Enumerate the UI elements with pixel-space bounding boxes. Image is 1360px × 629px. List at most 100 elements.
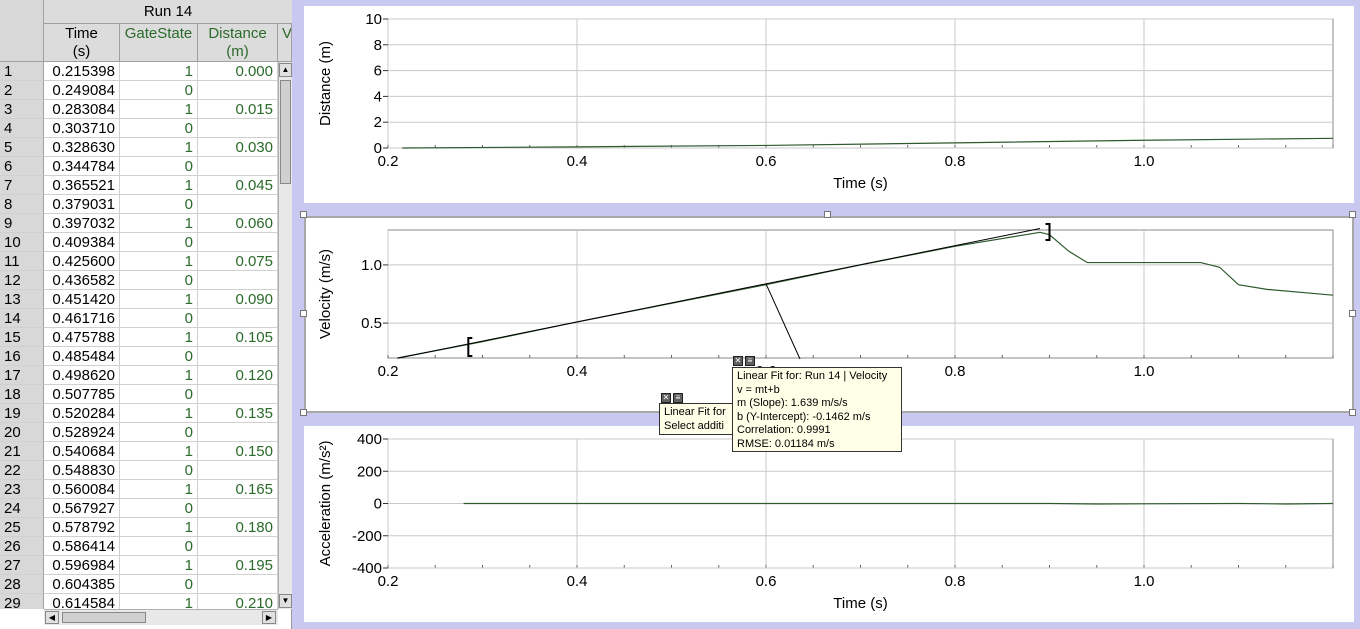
cell-time[interactable]: 0.578792 [44, 518, 120, 537]
cell-time[interactable]: 0.249084 [44, 81, 120, 100]
cell-time[interactable]: 0.425600 [44, 252, 120, 271]
cell-distance[interactable]: 0.060 [198, 214, 278, 233]
column-header-time[interactable]: Time (s) [44, 24, 120, 62]
distance-plot[interactable]: 0.2 0.4 0.6 0.8 1.0 10 8 6 4 2 0 Distance (m) Time (… [304, 6, 1354, 203]
table-row[interactable]: 11 0.425600 1 0.075 [0, 252, 278, 271]
cell-time[interactable]: 0.485484 [44, 347, 120, 366]
cell-gatestate[interactable]: 1 [120, 442, 198, 461]
cell-time[interactable]: 0.461716 [44, 309, 120, 328]
table-row[interactable]: 21 0.540684 1 0.150 [0, 442, 278, 461]
row-number[interactable]: 14 [0, 309, 44, 328]
row-number[interactable]: 27 [0, 556, 44, 575]
linear-fit-box[interactable]: Linear Fit for: Run 14 | Velocity v = mt… [732, 367, 902, 452]
table-row[interactable]: 27 0.596984 1 0.195 [0, 556, 278, 575]
cell-gatestate[interactable]: 0 [120, 157, 198, 176]
row-number[interactable]: 26 [0, 537, 44, 556]
resize-handle-left[interactable] [300, 310, 307, 317]
horizontal-scrollbar[interactable]: ◀ ▶ [44, 609, 278, 625]
row-number[interactable]: 16 [0, 347, 44, 366]
cell-gatestate[interactable]: 0 [120, 81, 198, 100]
cell-distance[interactable]: 0.165 [198, 480, 278, 499]
row-number[interactable]: 9 [0, 214, 44, 233]
menu-icon[interactable]: ≡ [745, 356, 755, 366]
row-number[interactable]: 4 [0, 119, 44, 138]
table-row[interactable]: 28 0.604385 0 [0, 575, 278, 594]
cell-time[interactable]: 0.567927 [44, 499, 120, 518]
cell-time[interactable]: 0.560084 [44, 480, 120, 499]
row-number[interactable]: 6 [0, 157, 44, 176]
cell-distance[interactable]: 0.015 [198, 100, 278, 119]
cell-distance[interactable] [198, 499, 278, 518]
vertical-scrollbar[interactable]: ▲ ▼ [278, 62, 292, 609]
cell-distance[interactable]: 0.105 [198, 328, 278, 347]
cell-time[interactable]: 0.596984 [44, 556, 120, 575]
cell-distance[interactable]: 0.180 [198, 518, 278, 537]
acceleration-graph[interactable]: 0.2 0.4 0.6 0.8 1.0 400 200 0 -200 -400 Accelerati… [304, 426, 1354, 622]
cell-gatestate[interactable]: 1 [120, 290, 198, 309]
row-number[interactable]: 17 [0, 366, 44, 385]
row-number[interactable]: 18 [0, 385, 44, 404]
cell-time[interactable]: 0.283084 [44, 100, 120, 119]
cell-gatestate[interactable]: 0 [120, 271, 198, 290]
table-row[interactable]: 15 0.475788 1 0.105 [0, 328, 278, 347]
cell-gatestate[interactable]: 1 [120, 100, 198, 119]
scroll-up-arrow-icon[interactable]: ▲ [279, 63, 292, 77]
cell-distance[interactable]: 0.030 [198, 138, 278, 157]
cell-time[interactable]: 0.507785 [44, 385, 120, 404]
row-number[interactable]: 2 [0, 81, 44, 100]
row-number[interactable]: 19 [0, 404, 44, 423]
cell-distance[interactable]: 0.135 [198, 404, 278, 423]
cell-time[interactable]: 0.528924 [44, 423, 120, 442]
distance-graph[interactable]: 0.2 0.4 0.6 0.8 1.0 10 8 6 4 2 0 Distance (m) Time (… [304, 6, 1354, 203]
table-row[interactable]: 16 0.485484 0 [0, 347, 278, 366]
row-number[interactable]: 7 [0, 176, 44, 195]
scroll-left-arrow-icon[interactable]: ◀ [45, 611, 59, 624]
row-number[interactable]: 3 [0, 100, 44, 119]
table-row[interactable]: 19 0.520284 1 0.135 [0, 404, 278, 423]
cell-distance[interactable]: 0.045 [198, 176, 278, 195]
cell-gatestate[interactable]: 0 [120, 499, 198, 518]
row-number[interactable]: 8 [0, 195, 44, 214]
table-row[interactable]: 25 0.578792 1 0.180 [0, 518, 278, 537]
cell-distance[interactable] [198, 309, 278, 328]
table-row[interactable]: 6 0.344784 0 [0, 157, 278, 176]
row-number[interactable]: 20 [0, 423, 44, 442]
cell-distance[interactable]: 0.150 [198, 442, 278, 461]
cell-gatestate[interactable]: 0 [120, 385, 198, 404]
cell-gatestate[interactable]: 1 [120, 252, 198, 271]
cell-gatestate[interactable]: 0 [120, 575, 198, 594]
table-row[interactable]: 9 0.397032 1 0.060 [0, 214, 278, 233]
cell-time[interactable]: 0.614584 [44, 594, 120, 609]
cell-distance[interactable] [198, 119, 278, 138]
cell-time[interactable]: 0.498620 [44, 366, 120, 385]
table-row[interactable]: 8 0.379031 0 [0, 195, 278, 214]
row-number[interactable]: 13 [0, 290, 44, 309]
row-number[interactable]: 24 [0, 499, 44, 518]
cell-distance[interactable] [198, 461, 278, 480]
cell-gatestate[interactable]: 0 [120, 195, 198, 214]
cell-distance[interactable] [198, 233, 278, 252]
row-number[interactable]: 10 [0, 233, 44, 252]
table-row[interactable]: 18 0.507785 0 [0, 385, 278, 404]
scroll-down-arrow-icon[interactable]: ▼ [279, 594, 292, 608]
selection-start-bracket[interactable] [467, 337, 473, 357]
cell-gatestate[interactable]: 1 [120, 556, 198, 575]
table-row[interactable]: 1 0.215398 1 0.000 [0, 62, 278, 81]
cell-gatestate[interactable]: 1 [120, 62, 198, 81]
cell-gatestate[interactable]: 0 [120, 423, 198, 442]
cell-distance[interactable]: 0.000 [198, 62, 278, 81]
cell-gatestate[interactable]: 1 [120, 366, 198, 385]
cell-gatestate[interactable]: 1 [120, 176, 198, 195]
table-row[interactable]: 22 0.548830 0 [0, 461, 278, 480]
table-row[interactable]: 4 0.303710 0 [0, 119, 278, 138]
resize-handle-top-left[interactable] [300, 211, 307, 218]
cell-distance[interactable] [198, 195, 278, 214]
cell-gatestate[interactable]: 0 [120, 233, 198, 252]
table-row[interactable]: 23 0.560084 1 0.165 [0, 480, 278, 499]
close-icon[interactable]: ✕ [733, 356, 743, 366]
table-row[interactable]: 7 0.365521 1 0.045 [0, 176, 278, 195]
cell-time[interactable]: 0.475788 [44, 328, 120, 347]
row-number[interactable]: 1 [0, 62, 44, 81]
resize-handle-top[interactable] [824, 211, 831, 218]
